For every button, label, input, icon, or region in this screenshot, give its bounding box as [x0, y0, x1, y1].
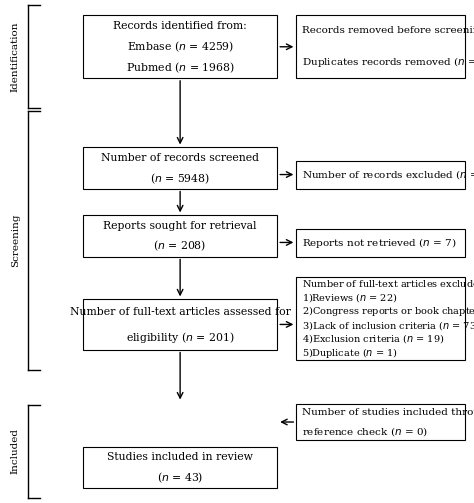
Text: Records identified from:: Records identified from: [113, 21, 247, 31]
Text: 2)Congress reports or book chapters ($n$ = 43): 2)Congress reports or book chapters ($n$… [302, 304, 474, 318]
FancyBboxPatch shape [296, 277, 465, 360]
Text: Identification: Identification [11, 21, 19, 92]
FancyBboxPatch shape [83, 447, 277, 488]
Text: Records removed before screening: Records removed before screening [302, 26, 474, 35]
FancyBboxPatch shape [83, 299, 277, 350]
Text: Pubmed ($n$ = 1968): Pubmed ($n$ = 1968) [126, 60, 235, 75]
Text: Included: Included [11, 429, 19, 474]
Text: 5)Duplicate ($n$ = 1): 5)Duplicate ($n$ = 1) [302, 346, 398, 360]
Text: eligibility ($n$ = 201): eligibility ($n$ = 201) [126, 329, 234, 345]
FancyBboxPatch shape [83, 15, 277, 78]
Text: Number of full-text articles assessed for: Number of full-text articles assessed fo… [70, 307, 291, 317]
FancyBboxPatch shape [296, 404, 465, 440]
Text: reference check ($n$ = 0): reference check ($n$ = 0) [302, 425, 428, 438]
FancyBboxPatch shape [83, 147, 277, 189]
FancyBboxPatch shape [296, 15, 465, 78]
FancyBboxPatch shape [83, 215, 277, 257]
Text: ($n$ = 208): ($n$ = 208) [154, 239, 207, 254]
Text: ($n$ = 5948): ($n$ = 5948) [150, 171, 210, 186]
Text: Screening: Screening [11, 213, 19, 267]
Text: 4)Exclusion criteria ($n$ = 19): 4)Exclusion criteria ($n$ = 19) [302, 332, 444, 346]
Text: Number of records excluded ($n$ = 5740): Number of records excluded ($n$ = 5740) [302, 169, 474, 181]
Text: Reports not retrieved ($n$ = 7): Reports not retrieved ($n$ = 7) [302, 236, 456, 249]
Text: 3)Lack of inclusion criteria ($n$ = 73): 3)Lack of inclusion criteria ($n$ = 73) [302, 318, 474, 331]
Text: Number of full-text articles excluded ($n$ = 158): Number of full-text articles excluded ($… [302, 277, 474, 290]
FancyBboxPatch shape [296, 229, 465, 257]
Text: ($n$ = 43): ($n$ = 43) [157, 470, 203, 485]
Text: Reports sought for retrieval: Reports sought for retrieval [103, 221, 257, 230]
Text: Number of records screened: Number of records screened [101, 153, 259, 162]
Text: Embase ($n$ = 4259): Embase ($n$ = 4259) [127, 39, 234, 54]
FancyBboxPatch shape [296, 161, 465, 189]
Text: Duplicates records removed ($n$ = 279): Duplicates records removed ($n$ = 279) [302, 55, 474, 69]
Text: Number of studies included through: Number of studies included through [302, 408, 474, 417]
Text: Studies included in review: Studies included in review [107, 452, 253, 462]
Text: 1)Reviews ($n$ = 22): 1)Reviews ($n$ = 22) [302, 291, 397, 304]
